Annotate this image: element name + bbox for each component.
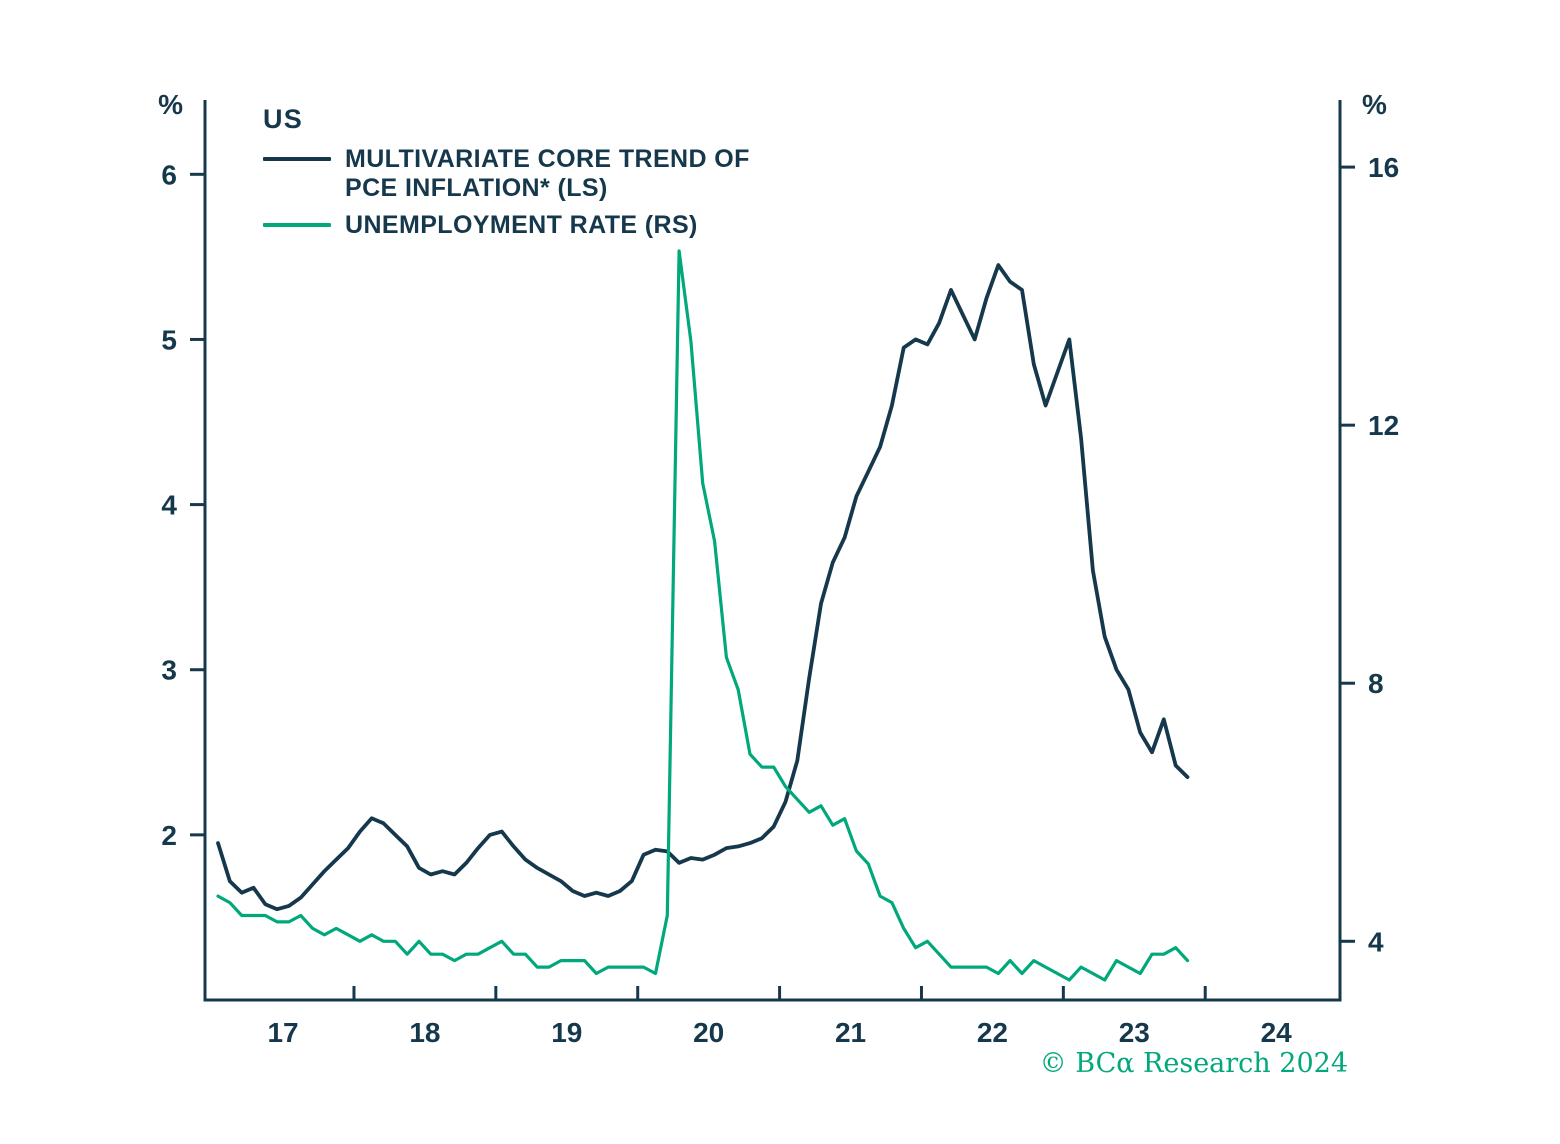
x-axis-label: 20	[693, 1017, 724, 1048]
legend-label-line: MULTIVARIATE CORE TREND OF	[345, 145, 750, 173]
series-line-pce-inflation	[216, 263, 1190, 912]
series-line-unemployment	[216, 249, 1190, 982]
legend-label-unemployment: UNEMPLOYMENT RATE (RS)	[345, 211, 698, 240]
x-axis-label: 19	[551, 1017, 582, 1048]
legend-label-line: UNEMPLOYMENT RATE (RS)	[345, 211, 698, 239]
x-axis-label: 21	[835, 1017, 866, 1048]
chart-title: US	[263, 104, 303, 134]
tick-label: 2	[161, 820, 177, 851]
tick-label: 5	[161, 324, 177, 355]
tick-label: 16	[1368, 152, 1399, 183]
tick-label: 12	[1368, 410, 1399, 441]
legend-label-line: PCE INFLATION* (LS)	[345, 174, 608, 202]
legend-entry-pce: MULTIVARIATE CORE TREND OF PCE INFLATION…	[263, 145, 750, 203]
x-axis-label: 22	[977, 1017, 1008, 1048]
legend-swatch-pce-line	[263, 157, 331, 161]
legend-entry-unemployment: UNEMPLOYMENT RATE (RS)	[263, 211, 750, 240]
legend-label-pce: MULTIVARIATE CORE TREND OF PCE INFLATION…	[345, 145, 750, 203]
x-axis-label: 23	[1119, 1017, 1150, 1048]
x-axis-label: 24	[1261, 1017, 1293, 1048]
tick-label: 4	[1368, 926, 1384, 957]
tick-label: 8	[1368, 668, 1384, 699]
left-axis-unit: %	[158, 89, 183, 120]
tick-label: 6	[161, 159, 177, 190]
x-axis-label: 17	[267, 1017, 298, 1048]
tick-label: 4	[161, 490, 177, 521]
legend: US MULTIVARIATE CORE TREND OF PCE INFLAT…	[263, 104, 750, 248]
x-axis-label: 18	[409, 1017, 440, 1048]
legend-swatch-unemployment-line	[263, 223, 331, 227]
copyright-text: © BCα Research 2024	[1039, 1048, 1348, 1079]
right-axis-unit: %	[1362, 89, 1387, 120]
tick-label: 3	[161, 655, 177, 686]
